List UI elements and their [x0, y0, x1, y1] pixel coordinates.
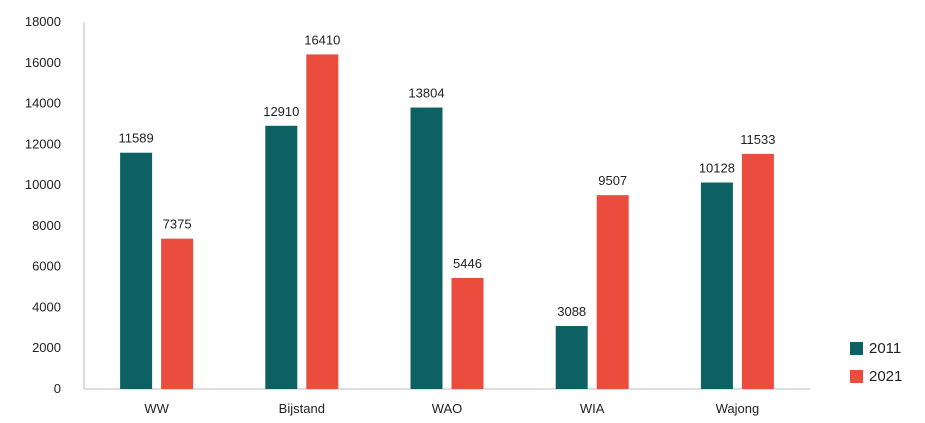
- legend: 2011 2021: [850, 336, 902, 392]
- y-tick-label: 18000: [25, 14, 61, 29]
- bar-2021-Wajong: [741, 153, 774, 389]
- y-tick-label: 12000: [25, 136, 61, 151]
- y-axis: 0 2000 4000 6000 8000 10000 12000 14000 16000 180…: [25, 14, 85, 396]
- bar-2021-WIA: [596, 195, 629, 389]
- y-tick-label: 8000: [32, 218, 61, 233]
- x-tick-label: WAO: [432, 401, 463, 416]
- bar-2011-WIA: [555, 326, 588, 389]
- x-tick-label: Wajong: [716, 401, 760, 416]
- data-label: 7375: [163, 217, 192, 232]
- y-tick-label: 6000: [32, 259, 61, 274]
- data-label: 3088: [557, 304, 586, 319]
- bar-2011-WAO: [410, 107, 443, 389]
- x-tick-label: WW: [144, 401, 169, 416]
- data-label: 11533: [740, 132, 775, 147]
- y-tick-label: 10000: [25, 177, 61, 192]
- x-tick-label: WIA: [580, 401, 605, 416]
- legend-label-2011: 2011: [869, 339, 902, 357]
- legend-swatch-2021: [850, 369, 863, 383]
- bar-2011-WW: [120, 152, 153, 389]
- legend-swatch-2011: [850, 341, 863, 355]
- data-label: 5446: [453, 256, 482, 271]
- y-tick-label: 4000: [32, 299, 61, 314]
- bars: [120, 54, 774, 389]
- data-label: 10128: [699, 161, 735, 176]
- legend-item-2021: 2021: [850, 364, 902, 388]
- y-tick-label: 0: [54, 381, 61, 396]
- data-label: 11589: [119, 131, 154, 146]
- bar-2011-Wajong: [700, 182, 733, 389]
- legend-item-2011: 2011: [850, 336, 902, 360]
- x-axis: WW Bijstand WAO WIA Wajong: [84, 388, 810, 416]
- y-tick-label: 16000: [25, 55, 61, 70]
- data-label: 12910: [263, 104, 299, 119]
- y-tick-label: 2000: [32, 340, 61, 355]
- data-label: 16410: [304, 32, 340, 47]
- data-label: 9507: [598, 173, 627, 188]
- x-tick-label: Bijstand: [279, 401, 325, 416]
- bar-2011-Bijstand: [265, 125, 298, 389]
- bar-2021-WAO: [451, 277, 484, 389]
- bar-2021-Bijstand: [306, 54, 339, 389]
- legend-label-2021: 2021: [869, 367, 903, 385]
- data-label: 13804: [408, 86, 444, 101]
- bar-2021-WW: [161, 238, 194, 389]
- data-labels: 11589 7375 12910 16410 13804 5446 3088 9507 1012…: [119, 32, 776, 319]
- y-tick-label: 14000: [25, 96, 61, 111]
